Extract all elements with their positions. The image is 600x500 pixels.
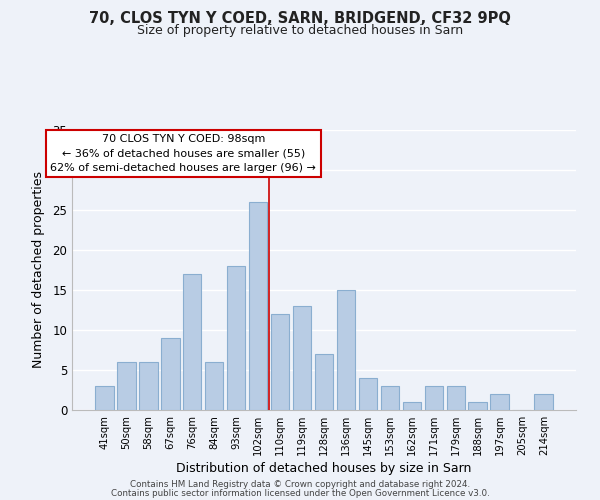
- Bar: [380, 386, 399, 410]
- Text: Contains public sector information licensed under the Open Government Licence v3: Contains public sector information licen…: [110, 488, 490, 498]
- Bar: [490, 394, 509, 410]
- Bar: [314, 354, 334, 410]
- X-axis label: Distribution of detached houses by size in Sarn: Distribution of detached houses by size …: [176, 462, 472, 475]
- Bar: [469, 402, 487, 410]
- Y-axis label: Number of detached properties: Number of detached properties: [32, 172, 46, 368]
- Text: Size of property relative to detached houses in Sarn: Size of property relative to detached ho…: [137, 24, 463, 37]
- Bar: [183, 274, 202, 410]
- Bar: [95, 386, 113, 410]
- Bar: [425, 386, 443, 410]
- Bar: [227, 266, 245, 410]
- Bar: [403, 402, 421, 410]
- Bar: [535, 394, 553, 410]
- Text: Contains HM Land Registry data © Crown copyright and database right 2024.: Contains HM Land Registry data © Crown c…: [130, 480, 470, 489]
- Bar: [271, 314, 289, 410]
- Bar: [293, 306, 311, 410]
- Bar: [205, 362, 223, 410]
- Bar: [446, 386, 465, 410]
- Bar: [337, 290, 355, 410]
- Text: 70 CLOS TYN Y COED: 98sqm
← 36% of detached houses are smaller (55)
62% of semi-: 70 CLOS TYN Y COED: 98sqm ← 36% of detac…: [50, 134, 316, 173]
- Bar: [161, 338, 179, 410]
- Bar: [249, 202, 268, 410]
- Bar: [117, 362, 136, 410]
- Bar: [359, 378, 377, 410]
- Text: 70, CLOS TYN Y COED, SARN, BRIDGEND, CF32 9PQ: 70, CLOS TYN Y COED, SARN, BRIDGEND, CF3…: [89, 11, 511, 26]
- Bar: [139, 362, 158, 410]
